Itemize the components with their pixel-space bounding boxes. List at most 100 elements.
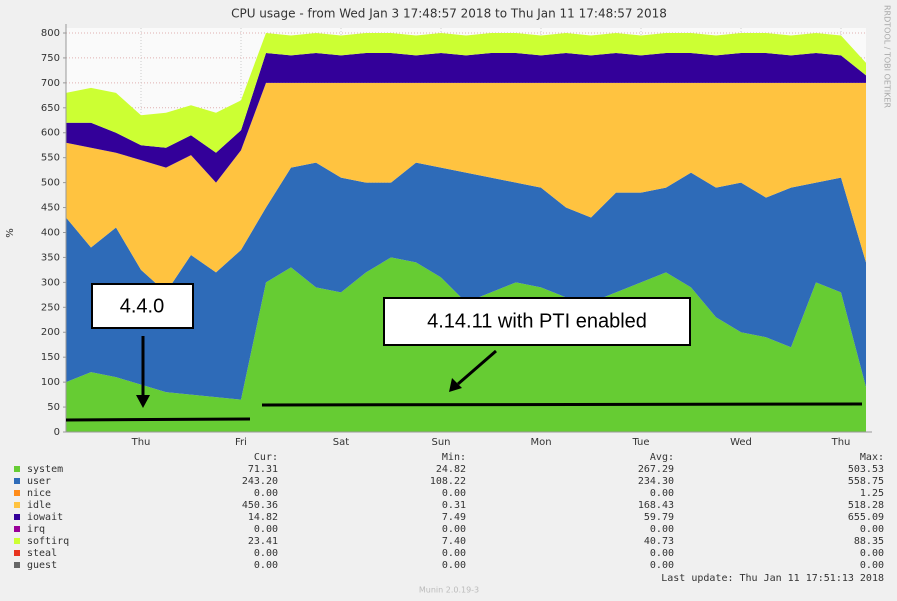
- y-tick-label: 100: [41, 377, 60, 388]
- stat-value: 558.75: [848, 476, 884, 487]
- stat-value: 0.00: [442, 548, 466, 559]
- stat-value: 503.53: [848, 464, 884, 475]
- y-tick-label: 800: [41, 28, 60, 39]
- x-tick-label: Tue: [631, 437, 649, 448]
- area: [66, 162, 866, 400]
- y-axis-label: %: [5, 228, 16, 238]
- last-update: Last update: Thu Jan 11 17:51:13 2018: [661, 573, 884, 584]
- y-tick-label: 400: [41, 227, 60, 238]
- stat-value: 0.00: [442, 560, 466, 571]
- stat-value: 518.28: [848, 500, 884, 511]
- legend-label: nice: [27, 488, 51, 499]
- annotation-text: 4.14.11 with PTI enabled: [427, 310, 647, 332]
- legend-label: softirq: [27, 536, 69, 547]
- annotation-line: [65, 417, 251, 422]
- stats-header: Min:: [442, 452, 466, 463]
- stat-value: 0.00: [860, 548, 884, 559]
- y-tick-label: 0: [54, 427, 60, 438]
- legend-label: irq: [27, 524, 45, 535]
- stat-value: 108.22: [430, 476, 466, 487]
- legend-swatch: [14, 466, 20, 472]
- stat-value: 0.00: [650, 488, 674, 499]
- stat-value: 0.00: [254, 524, 278, 535]
- stat-value: 0.00: [860, 560, 884, 571]
- y-tick-label: 50: [47, 402, 60, 413]
- legend-swatch: [14, 562, 20, 568]
- area: [66, 82, 866, 293]
- x-tick-label: Mon: [530, 437, 551, 448]
- stat-value: 450.36: [242, 500, 278, 511]
- stats-header: Cur:: [254, 452, 278, 463]
- x-tick-label: Fri: [235, 437, 247, 448]
- annotation-box: [91, 283, 194, 329]
- y-tick-label: 350: [41, 252, 60, 263]
- stats-header: Avg:: [650, 452, 674, 463]
- annotation-line: [261, 402, 863, 407]
- footer: Munin 2.0.19-3: [419, 586, 479, 595]
- legend-swatch: [14, 550, 20, 556]
- arrow-head: [449, 378, 462, 392]
- annotation-box: [383, 297, 691, 346]
- side-label: RRDTOOL / TOBI OETIKER: [883, 5, 892, 108]
- stat-value: 7.49: [442, 512, 466, 523]
- y-tick-label: 550: [41, 153, 60, 164]
- stat-value: 243.20: [242, 476, 278, 487]
- stat-value: 0.00: [860, 524, 884, 535]
- legend-swatch: [14, 538, 20, 544]
- y-tick-label: 500: [41, 178, 60, 189]
- stat-value: 24.82: [436, 464, 466, 475]
- stat-value: 59.79: [644, 512, 674, 523]
- stat-value: 0.00: [650, 560, 674, 571]
- stat-value: 0.00: [254, 548, 278, 559]
- legend-swatch: [14, 502, 20, 508]
- x-tick-label: Sun: [431, 437, 450, 448]
- stat-value: 168.43: [638, 500, 674, 511]
- stat-value: 40.73: [644, 536, 674, 547]
- legend-label: system: [27, 464, 63, 475]
- stat-value: 0.00: [442, 488, 466, 499]
- legend-label: guest: [27, 560, 57, 571]
- area: [66, 32, 866, 153]
- arrow-head: [136, 395, 150, 408]
- y-tick-label: 450: [41, 203, 60, 214]
- stat-value: 0.00: [442, 524, 466, 535]
- chart-title: CPU usage - from Wed Jan 3 17:48:57 2018…: [231, 7, 667, 21]
- stats-header: Max:: [860, 452, 884, 463]
- stat-value: 0.00: [650, 548, 674, 559]
- stat-value: 0.00: [650, 524, 674, 535]
- annotations: 4.4.0 4.14.11 with PTI enabled: [65, 283, 863, 422]
- y-tick-label: 150: [41, 352, 60, 363]
- area: [66, 52, 866, 183]
- legend-swatch: [14, 526, 20, 532]
- y-tick-label: 650: [41, 103, 60, 114]
- stat-value: 0.00: [254, 488, 278, 499]
- x-tick-label: Wed: [730, 437, 752, 448]
- legend-swatch: [14, 490, 20, 496]
- stat-value: 0.00: [254, 560, 278, 571]
- y-tick-label: 250: [41, 302, 60, 313]
- legend-label: iowait: [27, 512, 63, 523]
- arrow: [457, 349, 497, 386]
- stat-value: 7.40: [442, 536, 466, 547]
- legend-label: steal: [27, 548, 57, 559]
- stat-value: 267.29: [638, 464, 674, 475]
- y-tick-label: 600: [41, 128, 60, 139]
- y-tick-label: 700: [41, 78, 60, 89]
- x-tick-label: Thu: [131, 437, 151, 448]
- annotation-text: 4.4.0: [120, 295, 164, 317]
- x-tick-label: Sat: [333, 437, 349, 448]
- y-tick-label: 750: [41, 53, 60, 64]
- stat-value: 71.31: [248, 464, 278, 475]
- stat-value: 234.30: [638, 476, 674, 487]
- x-tick-label: Thu: [831, 437, 851, 448]
- stat-value: 23.41: [248, 536, 278, 547]
- legend-swatch: [14, 478, 20, 484]
- legend-swatch: [14, 514, 20, 520]
- stat-value: 1.25: [860, 488, 884, 499]
- stat-value: 0.31: [442, 500, 466, 511]
- y-tick-label: 200: [41, 327, 60, 338]
- stat-value: 655.09: [848, 512, 884, 523]
- legend-label: user: [27, 476, 51, 487]
- y-tick-label: 300: [41, 277, 60, 288]
